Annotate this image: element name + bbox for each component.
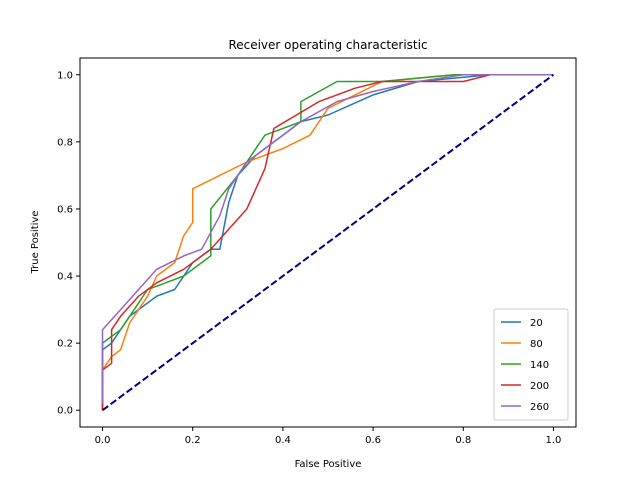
legend-box [493,308,569,421]
y-tick-label: 0.4 [57,272,73,283]
legend-label-260: 260 [530,402,549,413]
x-tick-label: 0.0 [95,435,111,446]
x-tick-label: 0.8 [455,435,471,446]
x-tick-label: 0.6 [365,435,381,446]
diagonal-reference-line [101,73,555,412]
x-tick-label: 0.4 [275,435,291,446]
y-tick-label: 0.0 [57,406,73,417]
x-tick-label: 0.2 [185,435,201,446]
x-tick-label: 1.0 [546,435,562,446]
legend-label-140: 140 [530,360,549,371]
legend-label-200: 200 [530,381,549,392]
y-tick-label: 0.6 [57,204,73,215]
legend-label-80: 80 [530,339,543,350]
axis-ticks: 0.0 0.2 0.4 0.6 0.8 1.0 0.0 0.2 0.4 0.6 0.8 1.0 [57,70,561,446]
chart-title: Receiver operating characteristic [228,38,427,52]
plot-frame [79,57,577,428]
plot-area [101,73,555,412]
y-tick-label: 1.0 [57,70,73,81]
y-tick-label: 0.2 [57,339,73,350]
series-line-260 [101,74,554,404]
legend-label-20: 20 [530,318,543,329]
y-axis-label: True Positive [30,211,41,275]
y-tick-label: 0.8 [57,137,73,148]
x-axis-label: False Positive [295,459,362,470]
legend: 20 80 140 200 260 [493,308,569,421]
